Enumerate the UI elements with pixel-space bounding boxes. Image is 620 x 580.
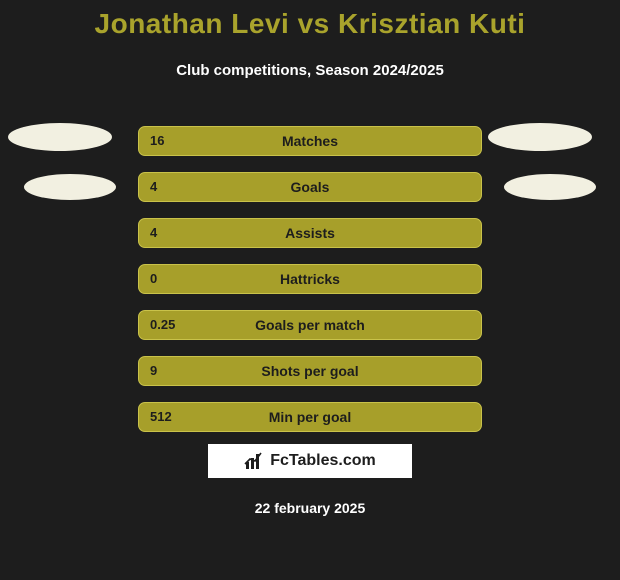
- comparison-canvas: Jonathan Levi vs Krisztian Kuti Club com…: [0, 0, 620, 580]
- stat-rows: Matches16Goals4Assists4Hattricks0Goals p…: [0, 118, 620, 440]
- stat-label: Hattricks: [138, 264, 482, 294]
- stat-row: Shots per goal9: [0, 348, 620, 394]
- stat-row: Hattricks0: [0, 256, 620, 302]
- page-subtitle: Club competitions, Season 2024/2025: [0, 62, 620, 79]
- stat-value: 4: [150, 218, 157, 248]
- stat-value: 512: [150, 402, 172, 432]
- player-silhouette-ellipse: [24, 174, 116, 200]
- brand-pill[interactable]: FcTables.com: [206, 442, 414, 480]
- stat-label: Shots per goal: [138, 356, 482, 386]
- footer-date: 22 february 2025: [0, 500, 620, 516]
- stat-label: Matches: [138, 126, 482, 156]
- stat-label: Assists: [138, 218, 482, 248]
- stat-value: 4: [150, 172, 157, 202]
- stat-value: 9: [150, 356, 157, 386]
- bar-chart-icon: [244, 451, 264, 471]
- page-title: Jonathan Levi vs Krisztian Kuti: [0, 8, 620, 40]
- stat-row: Min per goal512: [0, 394, 620, 440]
- player-silhouette-ellipse: [8, 123, 112, 151]
- brand-label: FcTables.com: [270, 452, 376, 470]
- stat-row: Assists4: [0, 210, 620, 256]
- stat-value: 0: [150, 264, 157, 294]
- stat-row: Goals per match0.25: [0, 302, 620, 348]
- stat-label: Min per goal: [138, 402, 482, 432]
- player-silhouette-ellipse: [504, 174, 596, 200]
- stat-value: 16: [150, 126, 164, 156]
- stat-label: Goals per match: [138, 310, 482, 340]
- player-silhouette-ellipse: [488, 123, 592, 151]
- stat-label: Goals: [138, 172, 482, 202]
- stat-value: 0.25: [150, 310, 175, 340]
